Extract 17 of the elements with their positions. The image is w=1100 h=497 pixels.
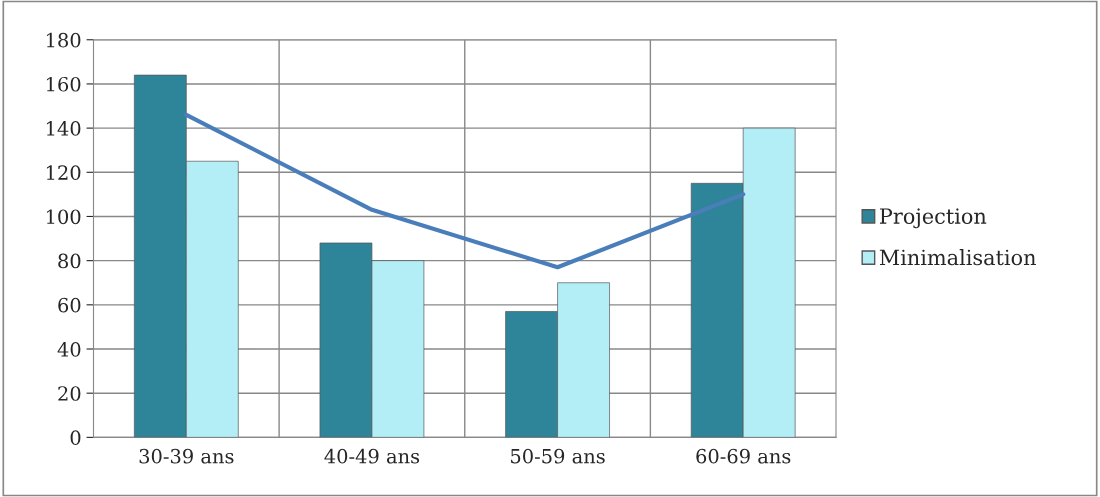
x-tick-label: 50-59 ans (511, 448, 605, 464)
y-tick-label: 60 (58, 297, 81, 313)
y-tick-label: 20 (58, 386, 81, 401)
y-tick-label: 100 (46, 209, 81, 225)
x-tick-label: 30-39 ans (139, 448, 234, 464)
y-tick-label: 180 (46, 32, 81, 48)
line-series (184, 112, 746, 270)
y-tick-label: 140 (46, 121, 81, 136)
y-tick-label: 160 (46, 76, 81, 92)
x-tick-label: 40-49 ans (324, 448, 420, 464)
y-tick-label: 120 (46, 165, 81, 180)
y-tick-label: 0 (70, 430, 81, 446)
x-tick-label: 60-69 ans (696, 448, 791, 464)
y-tick-label: 40 (57, 341, 81, 357)
legend-label: Minimalisation (879, 249, 1036, 266)
legend-label: Projection (879, 208, 987, 229)
y-tick-label: 80 (58, 253, 81, 269)
